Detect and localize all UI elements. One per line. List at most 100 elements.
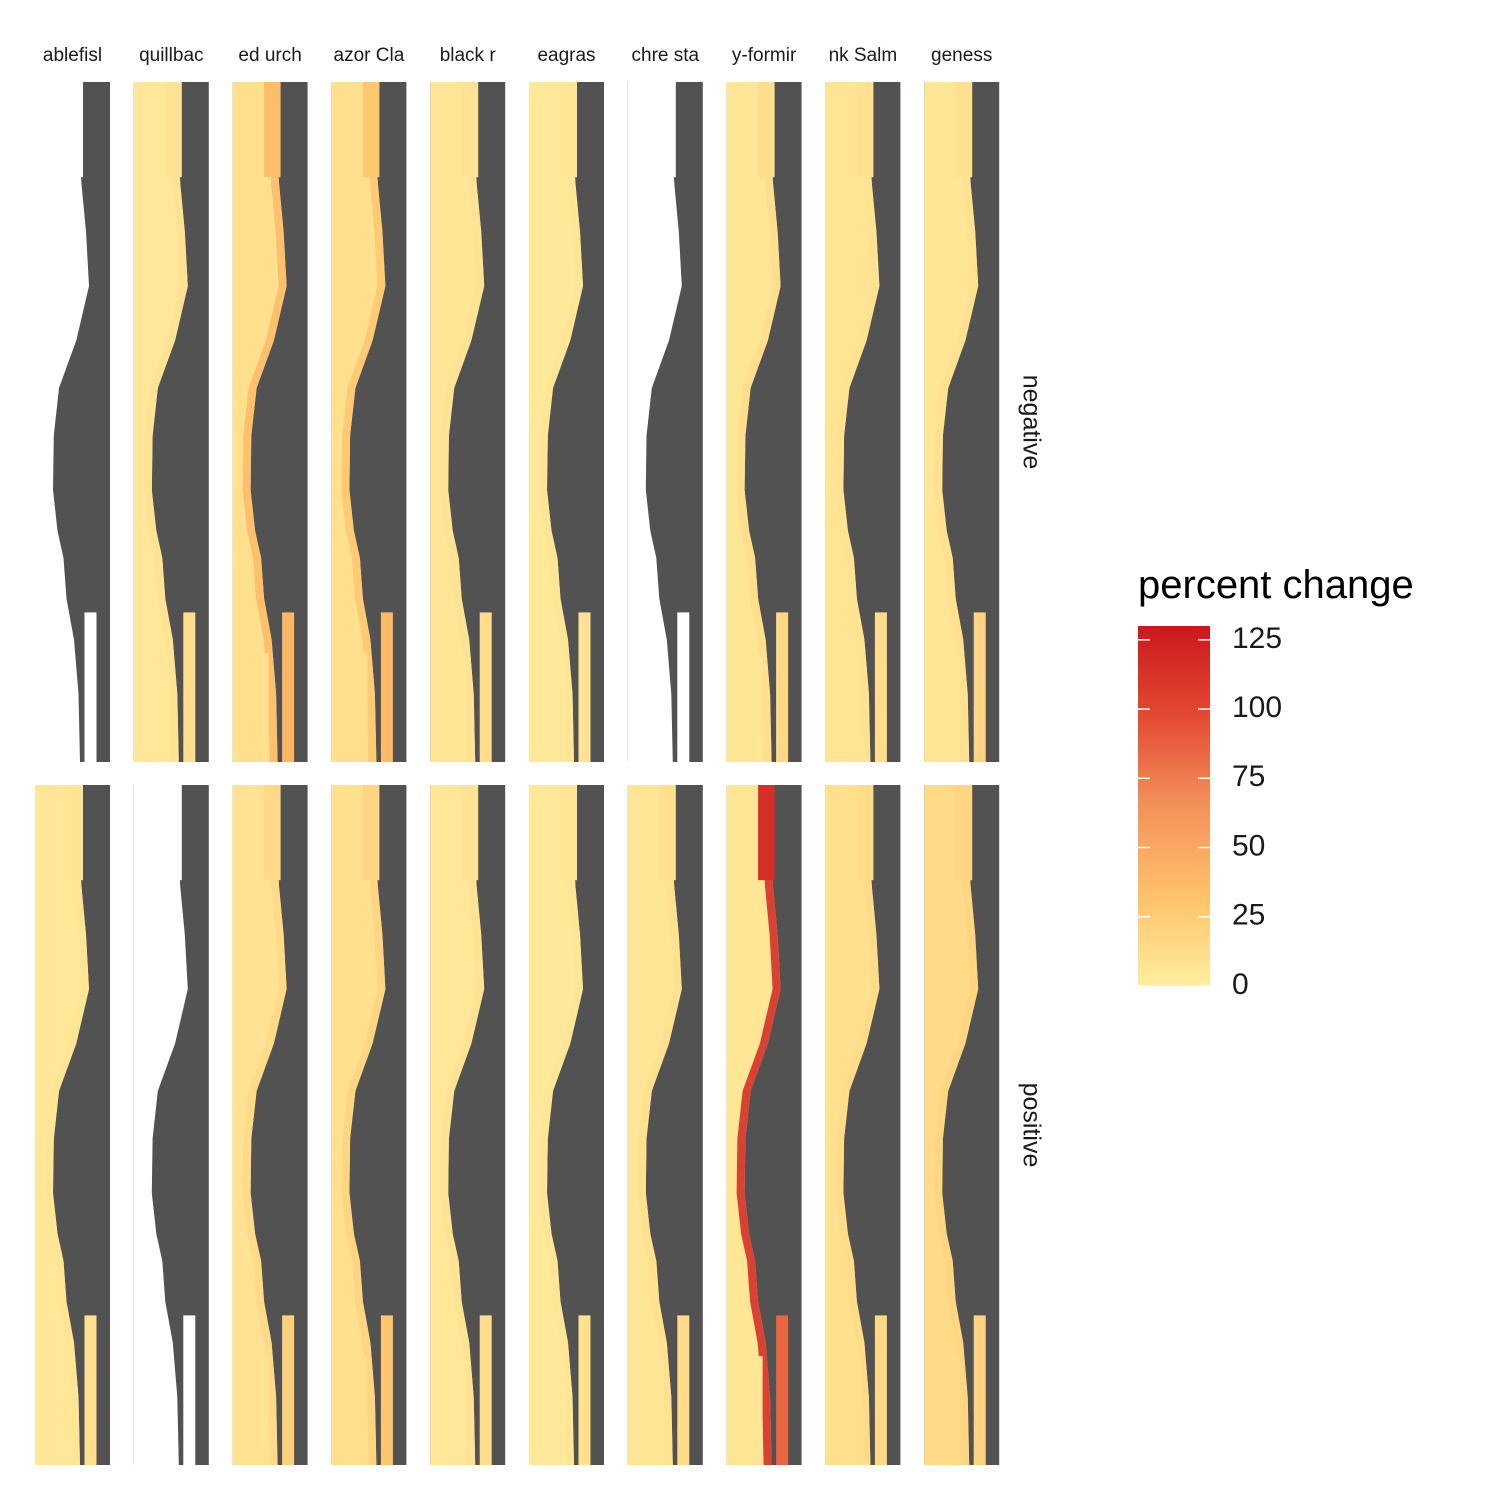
land-area (627, 82, 682, 762)
south-inlet (183, 612, 196, 762)
map-panel-positive-5 (430, 785, 506, 1465)
land-area (726, 82, 781, 762)
north-peninsula (560, 785, 577, 881)
coastal-band (835, 82, 880, 762)
legend-tick-label: 125 (1232, 622, 1282, 655)
north-peninsula (856, 785, 874, 881)
south-inlet (183, 1315, 196, 1465)
south-inlet (84, 612, 97, 762)
north-peninsula (955, 785, 973, 881)
land-area (825, 82, 880, 762)
north-peninsula (659, 82, 676, 178)
map-panel-positive-1 (35, 785, 110, 1465)
column-strip-label-3: ed urch (238, 45, 301, 66)
coastal-band (440, 82, 485, 762)
row-strip-label-positive: positive (1017, 1083, 1045, 1168)
map-panel-positive-6 (529, 785, 604, 1465)
north-peninsula (165, 82, 182, 178)
map-panel-negative-6 (529, 82, 604, 762)
land-area (529, 785, 583, 1465)
south-spit (57, 1356, 71, 1465)
land-area (924, 785, 979, 1465)
south-inlet (677, 1315, 690, 1465)
coastal-band (835, 785, 880, 1465)
south-inlet (479, 612, 492, 762)
south-inlet (776, 612, 789, 762)
legend-tick-label: 100 (1232, 691, 1282, 724)
north-peninsula (264, 785, 281, 881)
legend-tick-label: 50 (1232, 829, 1265, 862)
land-area (232, 785, 287, 1465)
south-spit (551, 653, 565, 762)
south-inlet (973, 612, 986, 762)
land-area (35, 785, 89, 1465)
land-area (529, 82, 583, 762)
coastal-band (736, 82, 781, 762)
column-strip-label-10: geness (931, 45, 992, 66)
south-inlet (973, 1315, 986, 1465)
south-inlet (479, 1315, 492, 1465)
map-panel-negative-10 (924, 82, 1000, 762)
coastal-band (934, 82, 979, 762)
land-area (35, 82, 89, 762)
south-inlet (677, 612, 690, 762)
south-inlet (874, 1315, 887, 1465)
land-area (430, 82, 485, 762)
column-strip-label-9: nk Salm (829, 45, 898, 66)
coastal-band (637, 785, 682, 1465)
north-peninsula (856, 82, 874, 178)
south-spit (847, 1356, 862, 1465)
land-area (726, 785, 781, 1465)
legend-colorbar (1138, 626, 1210, 986)
south-spit (749, 653, 763, 762)
north-peninsula (758, 82, 775, 178)
column-strip-label-7: chre sta (632, 45, 700, 66)
row-strip-labels: negative positive (1017, 375, 1045, 1168)
land-area (825, 785, 880, 1465)
coastal-band (539, 785, 583, 1465)
map-panel-positive-4 (331, 785, 407, 1465)
south-inlet (282, 612, 295, 762)
south-inlet (874, 612, 887, 762)
colorbar-legend: percent change 0 25 50 75 100 125 (1138, 563, 1414, 1001)
south-spit (551, 1356, 565, 1465)
map-panel-negative-2 (133, 82, 209, 762)
south-spit (353, 1356, 368, 1465)
north-peninsula (66, 82, 83, 178)
legend-tick-label: 0 (1232, 968, 1249, 1001)
south-inlet (282, 1315, 295, 1465)
south-inlet (776, 1315, 789, 1465)
map-panel-positive-7 (627, 785, 703, 1465)
facet-panels (35, 82, 1000, 1465)
map-panel-negative-8 (726, 82, 802, 762)
column-strip-label-4: azor Cla (334, 45, 405, 66)
map-panel-positive-10 (924, 785, 1000, 1465)
south-spit (946, 1356, 961, 1465)
column-strip-label-8: y-formir (732, 45, 797, 66)
land-area (430, 785, 485, 1465)
map-panel-positive-3 (232, 785, 308, 1465)
coastal-band (242, 82, 287, 762)
coastal-band (736, 785, 781, 1465)
north-peninsula (659, 785, 676, 881)
legend-tick-label: 25 (1232, 899, 1265, 932)
map-panel-negative-4 (331, 82, 407, 762)
coastal-band (539, 82, 583, 762)
column-strip-labels: ablefisl quillbac ed urch azor Cla black r ea… (43, 45, 992, 66)
north-peninsula (165, 785, 182, 881)
map-panel-negative-3 (232, 82, 308, 762)
coastal-band (45, 785, 89, 1465)
column-strip-label-5: black r (440, 45, 497, 66)
north-peninsula (461, 82, 479, 178)
legend-tick-label: 75 (1232, 760, 1265, 793)
north-peninsula (264, 82, 281, 178)
land-area (133, 82, 188, 762)
coastal-band (242, 785, 287, 1465)
map-panel-negative-7 (627, 82, 703, 762)
south-spit (847, 653, 862, 762)
row-strip-label-negative: negative (1017, 375, 1045, 470)
coastal-band (440, 785, 485, 1465)
coastal-band (341, 82, 386, 762)
north-peninsula (758, 785, 775, 881)
